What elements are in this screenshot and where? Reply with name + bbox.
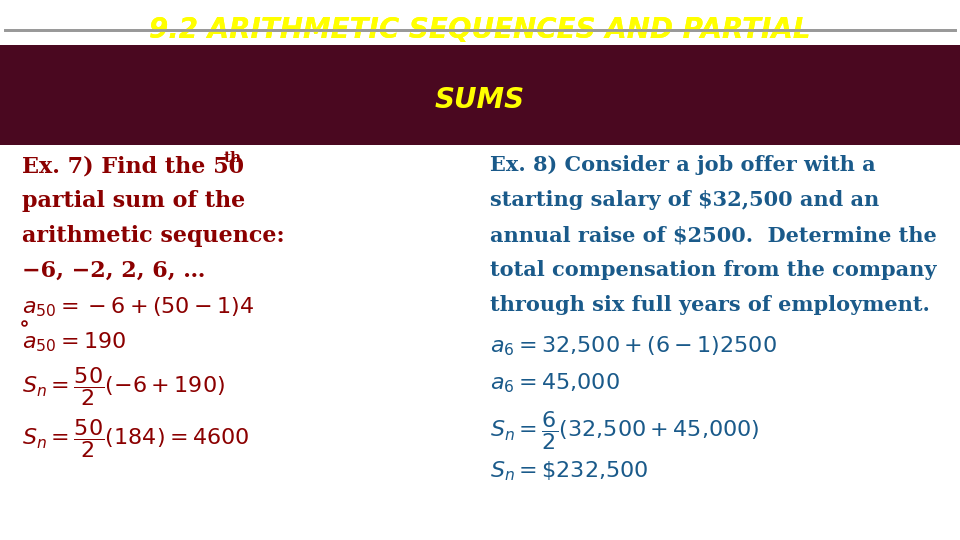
Text: SUMS: SUMS xyxy=(435,86,525,114)
Text: −6, −2, 2, 6, …: −6, −2, 2, 6, … xyxy=(22,260,205,282)
Text: 9.2 ARITHMETIC SEQUENCES AND PARTIAL: 9.2 ARITHMETIC SEQUENCES AND PARTIAL xyxy=(149,16,811,44)
Text: Ex. 7) Find the 50: Ex. 7) Find the 50 xyxy=(22,155,244,177)
Text: starting salary of $32,500 and an: starting salary of $32,500 and an xyxy=(490,190,879,210)
Text: $a_6 = 45{,}000$: $a_6 = 45{,}000$ xyxy=(490,371,620,395)
FancyBboxPatch shape xyxy=(0,45,960,145)
Text: Ex. 8) Consider a job offer with a: Ex. 8) Consider a job offer with a xyxy=(490,155,876,175)
Text: 9.2 ARITHMETIC SEQUENCES AND PARTIAL: 9.2 ARITHMETIC SEQUENCES AND PARTIAL xyxy=(149,16,811,44)
Text: $a_{50} = 190$: $a_{50} = 190$ xyxy=(22,330,127,354)
Text: arithmetic sequence:: arithmetic sequence: xyxy=(22,225,284,247)
Text: $S_n = \$232{,}500$: $S_n = \$232{,}500$ xyxy=(490,459,648,483)
Text: annual raise of $2500.  Determine the: annual raise of $2500. Determine the xyxy=(490,225,937,245)
Text: total compensation from the company: total compensation from the company xyxy=(490,260,937,280)
Text: $S_n = \dfrac{50}{2}(-6 + 190)$: $S_n = \dfrac{50}{2}(-6 + 190)$ xyxy=(22,365,225,408)
Text: $a_{50} = -6 + (50-1)4$: $a_{50} = -6 + (50-1)4$ xyxy=(22,295,254,319)
Text: through six full years of employment.: through six full years of employment. xyxy=(490,295,930,315)
Text: partial sum of the: partial sum of the xyxy=(22,190,245,212)
Text: $S_n = \dfrac{6}{2}(32{,}500 + 45{,}000)$: $S_n = \dfrac{6}{2}(32{,}500 + 45{,}000)… xyxy=(490,409,759,452)
Text: th: th xyxy=(224,151,242,165)
Text: $S_n = \dfrac{50}{2}(184) = 4600$: $S_n = \dfrac{50}{2}(184) = 4600$ xyxy=(22,417,250,460)
Text: $a_6 = 32{,}500 + (6-1)2500$: $a_6 = 32{,}500 + (6-1)2500$ xyxy=(490,334,777,357)
